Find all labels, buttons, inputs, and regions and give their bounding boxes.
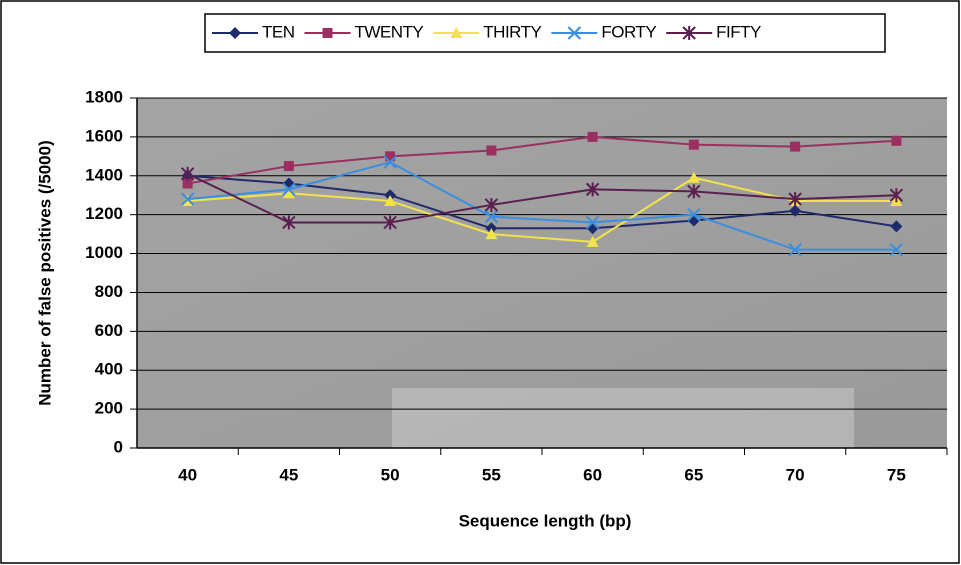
- watermark: [392, 388, 854, 450]
- x-axis-title: Sequence length (bp): [459, 511, 632, 530]
- x-tick-label: 55: [482, 465, 501, 484]
- data-point: [687, 184, 701, 199]
- x-tick-label: 50: [381, 465, 400, 484]
- y-tick-label: 800: [95, 282, 123, 301]
- data-point: [383, 155, 397, 169]
- legend-marker: [229, 27, 241, 39]
- y-axis-title: Number of false positives (/5000): [35, 140, 54, 405]
- data-point: [180, 166, 195, 181]
- data-point: [586, 235, 599, 247]
- data-point: [182, 178, 193, 189]
- data-point: [687, 207, 701, 222]
- plot-area: [137, 98, 947, 448]
- legend-marker: [450, 27, 463, 38]
- x-tick-label: 45: [279, 465, 298, 484]
- legend-label: THIRTY: [483, 22, 541, 41]
- data-point: [587, 131, 598, 142]
- data-point: [585, 182, 600, 197]
- y-tick-label: 600: [95, 321, 123, 340]
- x-tick-label: 40: [178, 465, 197, 484]
- data-point: [788, 192, 802, 207]
- data-point: [688, 139, 699, 150]
- y-tick-label: 1400: [85, 165, 123, 184]
- data-point: [384, 195, 397, 207]
- data-point: [283, 161, 294, 172]
- legend-marker: [682, 26, 696, 40]
- legend-marker: [322, 28, 333, 38]
- data-point: [282, 182, 296, 197]
- data-point: [383, 215, 397, 230]
- data-point: [485, 228, 498, 240]
- x-tick-label: 65: [684, 465, 703, 484]
- x-tick-label: 60: [583, 465, 602, 484]
- legend-label: FIFTY: [716, 22, 761, 41]
- legend-label: TWENTY: [355, 22, 424, 41]
- data-point: [889, 242, 904, 257]
- data-point: [385, 151, 396, 162]
- series-line: [187, 172, 897, 224]
- data-point: [891, 135, 902, 146]
- data-point: [585, 215, 600, 230]
- data-point: [890, 220, 903, 233]
- data-point: [180, 192, 195, 206]
- data-point: [282, 187, 295, 199]
- legend-label: TEN: [262, 22, 295, 41]
- x-tick-label: 75: [887, 465, 906, 484]
- x-tick-label: 70: [786, 465, 805, 484]
- data-point: [282, 215, 296, 230]
- y-tick-label: 400: [95, 360, 123, 379]
- y-tick-label: 1200: [85, 204, 123, 223]
- legend-label: FORTY: [601, 22, 656, 41]
- y-tick-label: 1800: [85, 87, 123, 106]
- series-line: [187, 161, 897, 251]
- y-tick-label: 1600: [85, 126, 123, 145]
- y-tick-label: 0: [114, 437, 123, 456]
- data-point: [687, 171, 700, 183]
- data-point: [889, 188, 904, 203]
- data-point: [486, 145, 497, 156]
- data-point: [484, 197, 499, 212]
- y-tick-label: 1000: [85, 243, 123, 262]
- y-tick-label: 200: [95, 399, 123, 418]
- legend-marker: [567, 26, 582, 40]
- data-point: [788, 242, 802, 257]
- data-point: [790, 141, 801, 152]
- data-point: [789, 204, 802, 217]
- data-point: [484, 209, 499, 224]
- series-line: [187, 135, 897, 185]
